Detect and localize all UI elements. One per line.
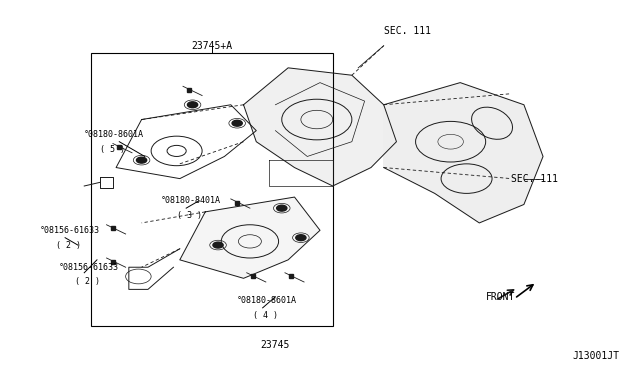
Circle shape <box>276 205 287 211</box>
Text: 23745: 23745 <box>260 340 290 350</box>
Text: SEC. 111: SEC. 111 <box>384 26 431 36</box>
Text: °08180-8601A: °08180-8601A <box>84 130 144 139</box>
Text: 23745+A: 23745+A <box>191 41 232 51</box>
Text: J13001JT: J13001JT <box>573 351 620 361</box>
Text: °08156-61633: °08156-61633 <box>59 263 119 272</box>
Polygon shape <box>180 197 320 278</box>
Text: ( 3 ): ( 3 ) <box>177 211 202 220</box>
Text: °08156-61633: °08156-61633 <box>40 226 100 235</box>
Circle shape <box>188 102 198 108</box>
Circle shape <box>213 242 223 248</box>
Text: °08180-8401A: °08180-8401A <box>161 196 221 205</box>
Text: ( 4 ): ( 4 ) <box>253 311 278 320</box>
Text: ( 2 ): ( 2 ) <box>56 241 81 250</box>
Text: °08180-8601A: °08180-8601A <box>237 296 297 305</box>
Text: FRONT: FRONT <box>486 292 515 302</box>
Polygon shape <box>244 68 396 186</box>
Circle shape <box>296 235 306 241</box>
Text: SEC. 111: SEC. 111 <box>511 174 558 184</box>
Circle shape <box>136 157 147 163</box>
Bar <box>91 53 333 326</box>
Text: ( 5 ): ( 5 ) <box>100 145 125 154</box>
Polygon shape <box>384 83 543 223</box>
Circle shape <box>232 120 243 126</box>
Text: ( 2 ): ( 2 ) <box>75 278 100 286</box>
